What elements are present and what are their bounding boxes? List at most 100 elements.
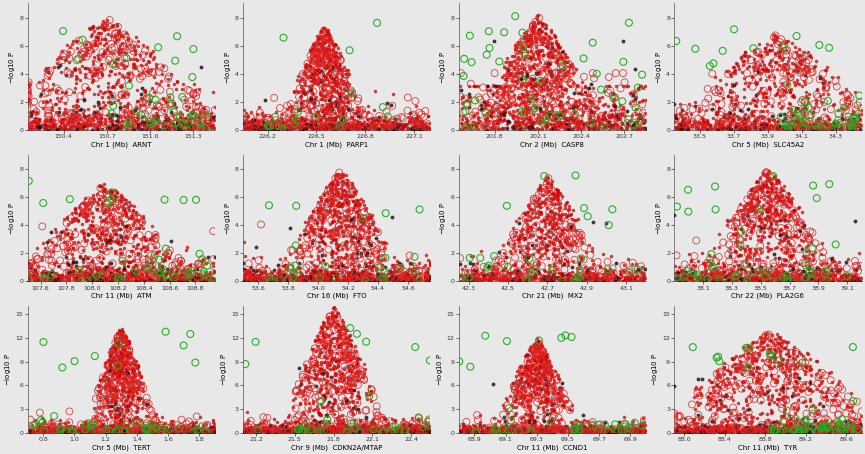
Point: [721, 366, 734, 374]
Point: [375, 414, 388, 421]
Point: [634, 276, 648, 284]
Point: [202, 429, 215, 436]
Point: [622, 269, 636, 276]
Point: [42, 256, 56, 263]
Point: [454, 274, 468, 281]
Point: [310, 370, 324, 377]
Point: [329, 262, 343, 269]
Point: [772, 99, 786, 107]
Point: [468, 112, 482, 119]
Point: [493, 82, 507, 89]
Point: [609, 69, 623, 77]
Point: [161, 275, 175, 282]
Point: [796, 122, 810, 129]
Point: [532, 14, 546, 21]
Point: [692, 273, 706, 281]
Point: [298, 274, 311, 281]
Point: [324, 92, 338, 99]
Point: [117, 401, 131, 408]
Point: [791, 424, 805, 431]
Point: [561, 69, 575, 76]
Point: [580, 429, 593, 436]
Point: [773, 345, 787, 353]
Point: [561, 275, 575, 282]
Point: [294, 116, 308, 123]
Point: [310, 109, 324, 116]
Point: [313, 427, 327, 434]
Point: [122, 387, 136, 394]
Point: [508, 112, 522, 119]
Point: [823, 429, 836, 436]
Point: [554, 233, 567, 240]
Point: [765, 227, 778, 234]
Point: [731, 123, 745, 130]
Point: [316, 267, 330, 274]
Point: [386, 125, 400, 133]
Point: [779, 201, 793, 208]
Point: [851, 425, 865, 433]
Point: [831, 118, 845, 125]
Point: [592, 124, 606, 132]
Point: [112, 333, 126, 340]
Point: [606, 92, 619, 99]
Point: [114, 334, 128, 341]
Point: [250, 122, 264, 129]
Point: [765, 211, 778, 218]
Point: [305, 275, 319, 282]
Point: [833, 266, 847, 273]
Point: [330, 192, 344, 200]
Point: [248, 429, 262, 436]
Point: [259, 271, 272, 278]
Point: [539, 428, 553, 435]
Point: [759, 369, 772, 376]
Point: [811, 123, 825, 130]
Point: [822, 424, 836, 431]
Point: [367, 120, 381, 128]
Point: [151, 426, 165, 433]
Point: [541, 221, 555, 228]
Point: [790, 79, 804, 86]
Point: [580, 428, 593, 435]
Point: [104, 201, 118, 208]
Point: [419, 273, 432, 281]
Point: [97, 118, 111, 125]
Point: [104, 363, 118, 370]
Point: [296, 118, 310, 125]
Point: [533, 235, 547, 242]
Point: [328, 67, 342, 74]
Point: [134, 275, 148, 282]
Point: [86, 76, 99, 84]
Point: [515, 74, 529, 81]
Point: [544, 28, 558, 35]
Point: [831, 74, 845, 81]
Point: [453, 426, 467, 434]
Point: [807, 269, 821, 276]
Point: [711, 273, 725, 280]
Point: [309, 278, 323, 285]
Point: [292, 247, 306, 254]
Point: [297, 120, 311, 128]
Point: [341, 326, 355, 333]
Point: [104, 195, 118, 202]
Point: [66, 429, 80, 436]
Point: [86, 77, 100, 84]
Point: [773, 54, 787, 61]
Point: [267, 267, 281, 274]
Point: [36, 199, 50, 207]
Point: [21, 96, 35, 104]
Point: [95, 94, 109, 101]
Point: [766, 364, 779, 371]
Point: [792, 428, 806, 435]
Point: [567, 125, 580, 132]
Point: [819, 416, 833, 424]
Point: [314, 116, 328, 123]
Point: [524, 264, 538, 271]
Point: [106, 366, 120, 374]
Point: [759, 66, 773, 74]
Point: [306, 427, 320, 434]
Point: [628, 275, 642, 282]
Point: [110, 361, 124, 369]
Point: [618, 124, 632, 131]
Point: [521, 353, 535, 360]
Point: [725, 424, 739, 432]
